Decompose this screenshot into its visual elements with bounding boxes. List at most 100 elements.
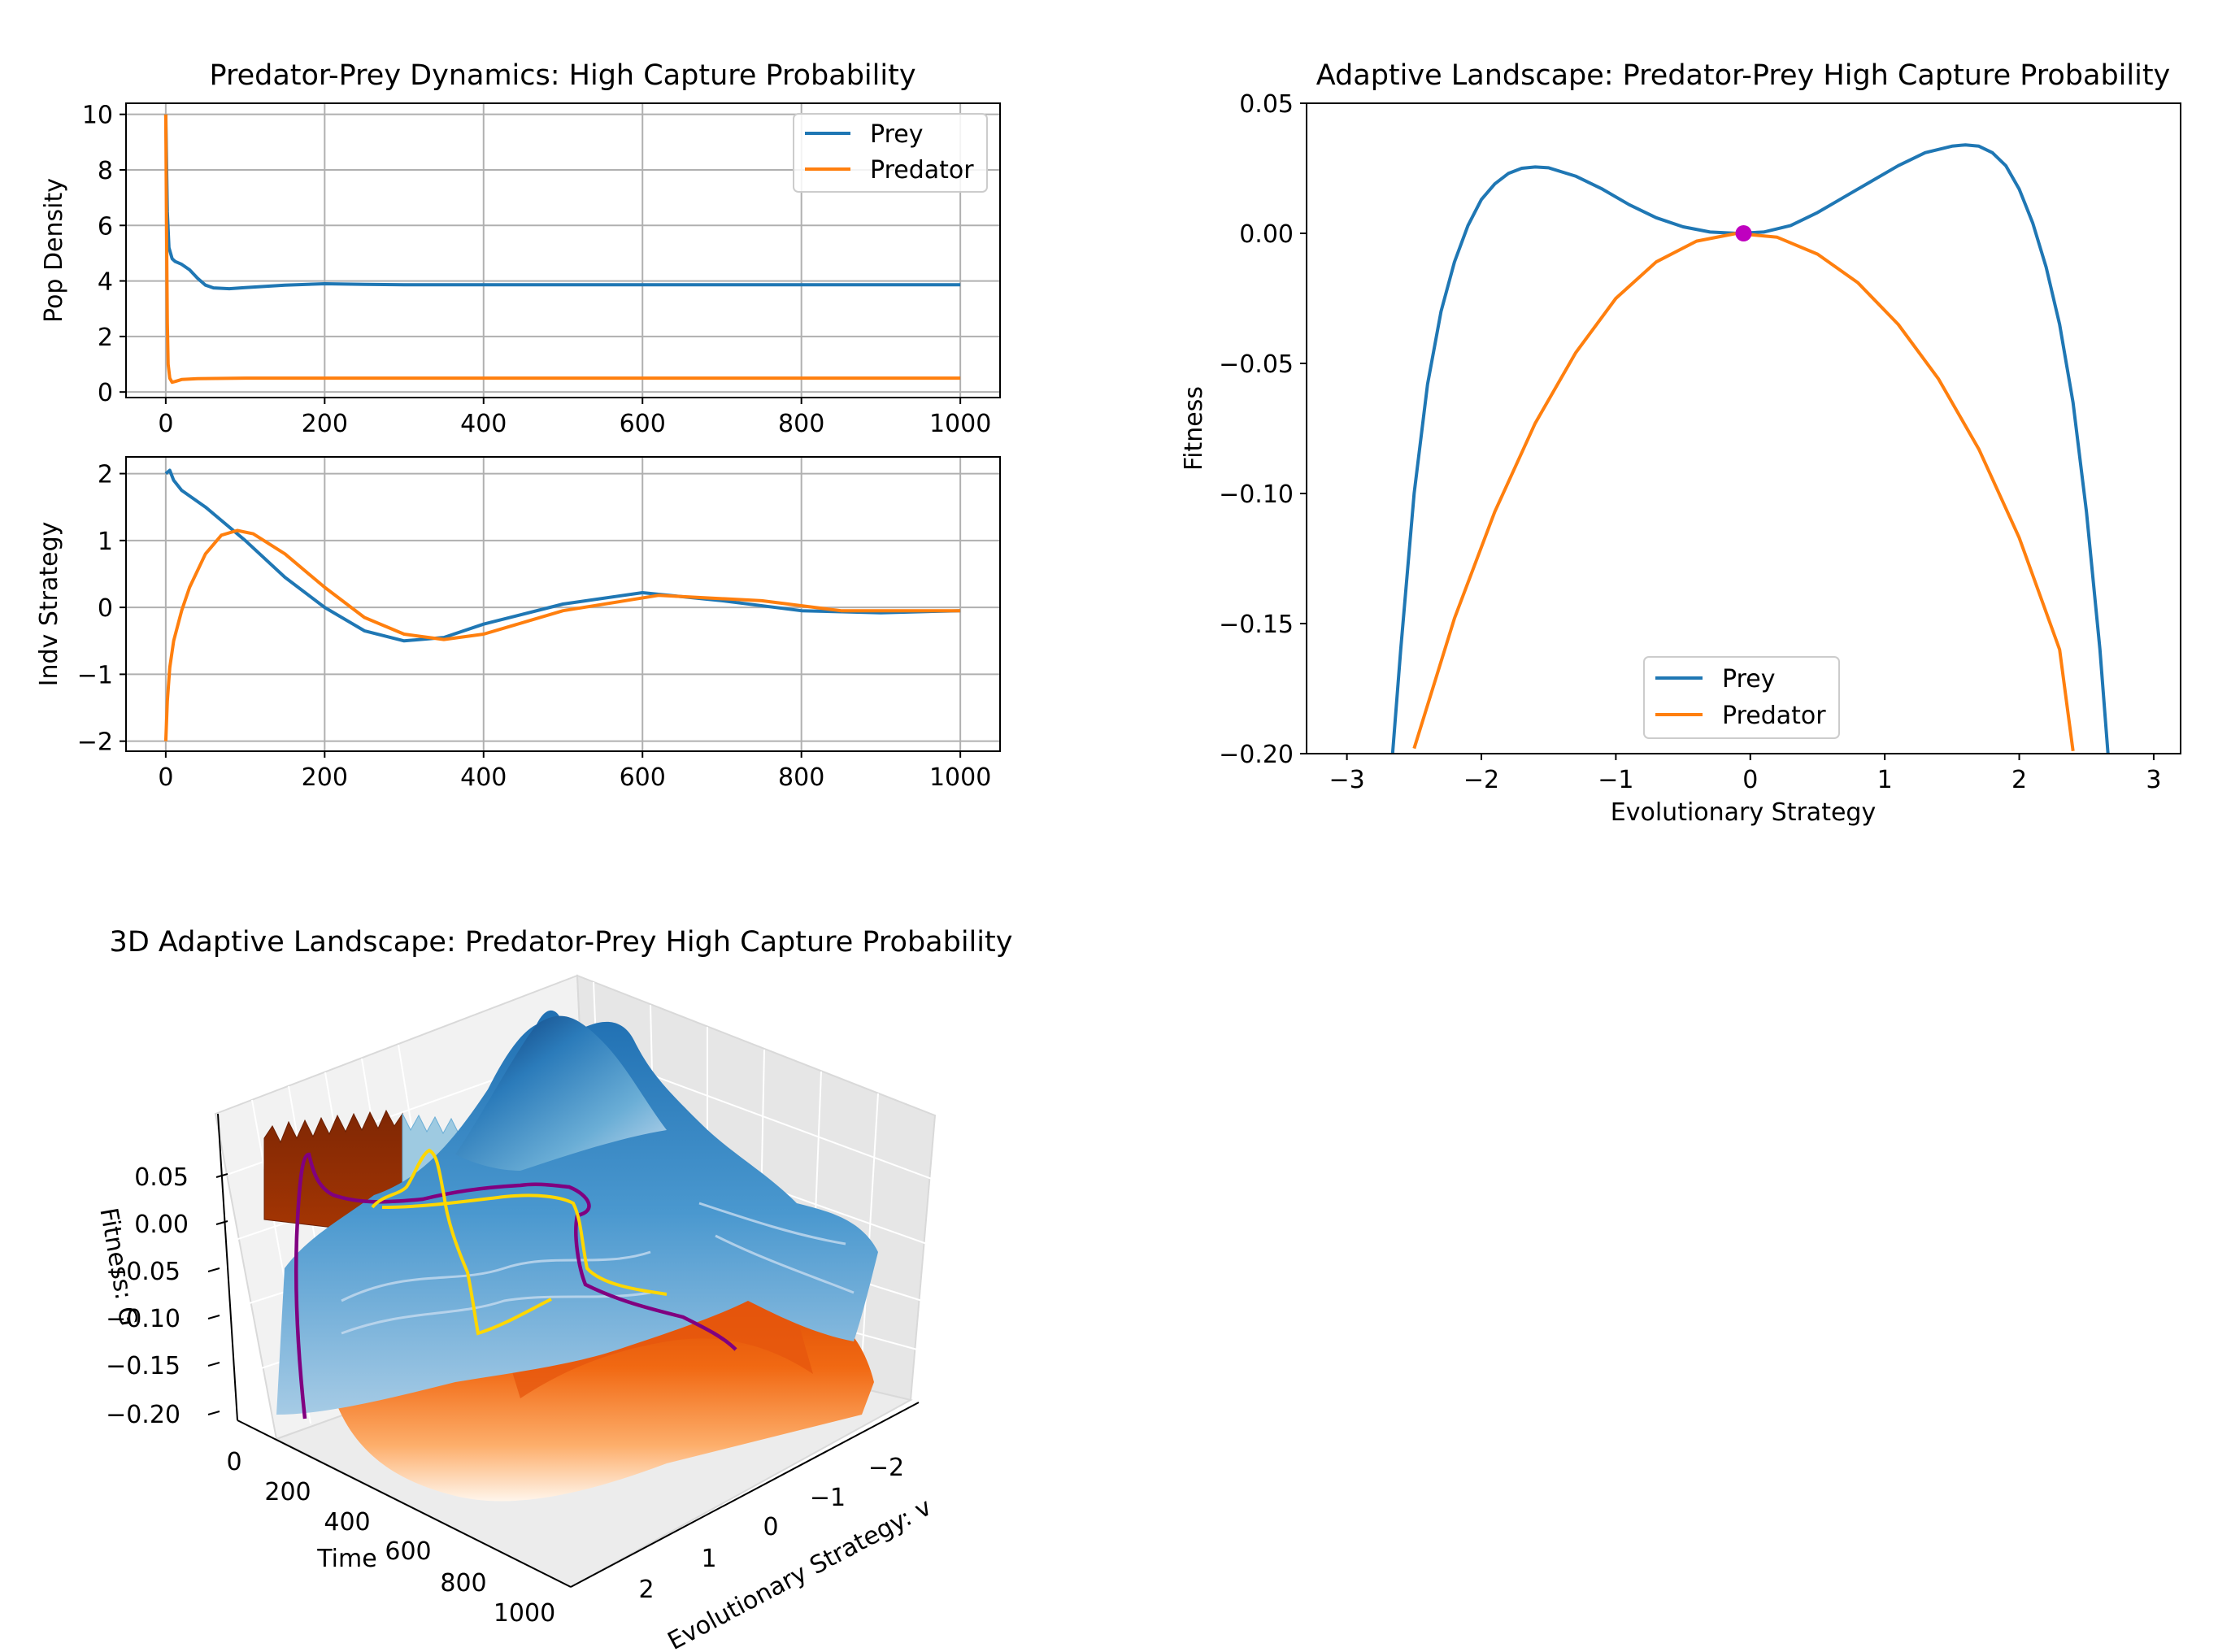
panel1-ylabel: Pop Density: [40, 178, 68, 323]
panel1-ticks: 0 200 400 600 800 1000 0 2 4 6 8 10: [82, 102, 992, 438]
p2-xtick-label: 600: [620, 763, 666, 792]
p1-ytick-label: 2: [98, 324, 113, 352]
p1-ytick-label: 4: [98, 268, 113, 297]
p3-ytick-label: −0.05: [1219, 350, 1294, 379]
p2-ytick-label: 2: [98, 461, 113, 489]
p3-predator-line: [1412, 232, 2075, 752]
p1-xtick-label: 800: [778, 410, 824, 438]
panel1-title: Predator-Prey Dynamics: High Capture Pro…: [209, 59, 915, 92]
legend-prey-label: Prey: [870, 120, 923, 149]
p2-ytick-label: −2: [77, 728, 113, 757]
panel4-title: 3D Adaptive Landscape: Predator-Prey Hig…: [110, 926, 1013, 959]
panel3-xlabel: Evolutionary Strategy: [1611, 798, 1876, 827]
panel3-lines: [1390, 143, 2110, 754]
p4-ytick-label: 600: [385, 1537, 431, 1566]
panel3-frame: [1306, 102, 2181, 754]
p2-xtick-label: 0: [158, 763, 173, 792]
panel1-legend: Prey Predator: [793, 113, 988, 193]
3d-y-axis: [237, 1419, 572, 1588]
p1-xtick-label: 400: [460, 410, 507, 438]
p4-ztick-label: 0.05: [134, 1163, 189, 1192]
p3-ytick-label: 0.05: [1239, 90, 1294, 119]
p3-xtick-label: 2: [2011, 766, 2027, 794]
p1-ytick-label: 0: [98, 379, 113, 407]
p1-xtick-label: 600: [620, 410, 666, 438]
p3-ytick-label: −0.10: [1219, 480, 1294, 509]
panel1-frame: [125, 102, 1001, 398]
panel4-ylabel: Time: [316, 1545, 376, 1573]
p3-xtick-label: 3: [2146, 766, 2161, 794]
panel-population-dynamics: Predator-Prey Dynamics: High Capture Pro…: [40, 59, 1001, 438]
p2-xtick-label: 400: [460, 763, 507, 792]
p2-xtick-label: 1000: [929, 763, 991, 792]
p4-ztick-mark: [207, 1315, 220, 1319]
p3-xtick-label: −3: [1329, 766, 1364, 794]
panel-3d-landscape: 3D Adaptive Landscape: Predator-Prey Hig…: [94, 926, 1012, 1652]
p4-ztick-label: 0.00: [134, 1211, 189, 1239]
p3-xtick-label: −1: [1598, 766, 1633, 794]
p4-ytick-label: 200: [264, 1478, 311, 1506]
p1-predator-line: [163, 114, 961, 385]
p4-ytick-label: 400: [324, 1508, 370, 1537]
p4-ztick-label: −0.15: [106, 1352, 180, 1380]
panel4-ticks: 0.05 0.00 −0.05 −0.10 −0.15 −0.20 0 200 400 600 80…: [106, 1163, 904, 1628]
panel2-ylabel: Indv Strategy: [35, 522, 63, 687]
panel-adaptive-landscape: Adaptive Landscape: Predator-Prey High C…: [1180, 59, 2181, 827]
p4-ztick-label: −0.05: [106, 1258, 180, 1286]
3d-x-axis: [570, 1402, 920, 1588]
panel2-frame: [125, 456, 1001, 752]
p4-xtick-label: −2: [868, 1454, 904, 1482]
p3-ytick-label: −0.20: [1219, 741, 1294, 769]
p4-xtick-label: 1: [701, 1545, 716, 1573]
panel3-ylabel: Fitness: [1180, 386, 1208, 471]
p4-ztick-mark: [207, 1362, 220, 1367]
3d-z-axis: [217, 1113, 238, 1421]
panel2-lines: [163, 468, 961, 741]
p2-ytick-label: 0: [98, 594, 113, 623]
p3-xtick-label: −2: [1463, 766, 1499, 794]
legend-predator-label: Predator: [1722, 702, 1826, 730]
p2-ytick-label: −1: [77, 661, 113, 689]
p4-ztick-mark: [207, 1411, 220, 1415]
p1-xtick-label: 200: [302, 410, 348, 438]
3d-prey-folds: [341, 1202, 855, 1335]
panel3-title: Adaptive Landscape: Predator-Prey High C…: [1316, 59, 2171, 92]
panel3-ticks: −3 −2 −1 0 1 2 3 0.05 0.00 −0.05 −0.10 −0.15 −0.20: [1219, 90, 2161, 794]
p4-xtick-label: −1: [810, 1484, 846, 1512]
p1-ytick-label: 8: [98, 157, 113, 185]
p4-ztick-label: −0.20: [106, 1401, 180, 1429]
p2-xtick-label: 800: [778, 763, 824, 792]
p3-ytick-label: −0.15: [1219, 611, 1294, 639]
p4-ytick-label: 0: [226, 1448, 241, 1476]
panel3-legend: Prey Predator: [1643, 656, 1840, 739]
p1-ytick-label: 6: [98, 212, 113, 241]
p3-xtick-label: 1: [1877, 766, 1893, 794]
p2-xtick-label: 200: [302, 763, 348, 792]
legend-prey-label: Prey: [1722, 665, 1775, 693]
p1-ytick-label: 10: [82, 102, 113, 130]
p3-xtick-label: 0: [1742, 766, 1758, 794]
p4-ztick-mark: [215, 1220, 228, 1225]
panel2-ticks: 0 200 400 600 800 1000 2 1 0 −1 −2: [77, 461, 992, 792]
panel-individual-strategy: 0 200 400 600 800 1000 2 1 0 −1 −2 Indv Strategy: [35, 456, 1001, 792]
legend-predator-label: Predator: [870, 156, 974, 185]
p2-predator-line: [163, 528, 961, 741]
p4-ytick-label: 1000: [494, 1599, 555, 1628]
p2-ytick-label: 1: [98, 528, 113, 556]
p4-ztick-label: −0.10: [106, 1305, 180, 1333]
p1-prey-line: [163, 114, 961, 291]
3d-prey-peak: [455, 1015, 667, 1171]
p2-prey-line: [164, 468, 961, 643]
p1-xtick-label: 1000: [929, 410, 991, 438]
3d-prey-trajectory: [294, 1152, 737, 1419]
p4-ztick-mark: [207, 1267, 220, 1272]
3d-predator-trajectory: [371, 1148, 668, 1336]
panel1-lines: [163, 114, 961, 385]
p1-xtick-label: 0: [158, 410, 173, 438]
p3-ytick-label: 0.00: [1239, 220, 1294, 249]
p4-xtick-label: 0: [763, 1513, 778, 1541]
p4-ztick-mark: [215, 1173, 228, 1178]
p3-equilibrium-point: [1735, 225, 1752, 241]
p4-xtick-label: 2: [638, 1576, 654, 1604]
